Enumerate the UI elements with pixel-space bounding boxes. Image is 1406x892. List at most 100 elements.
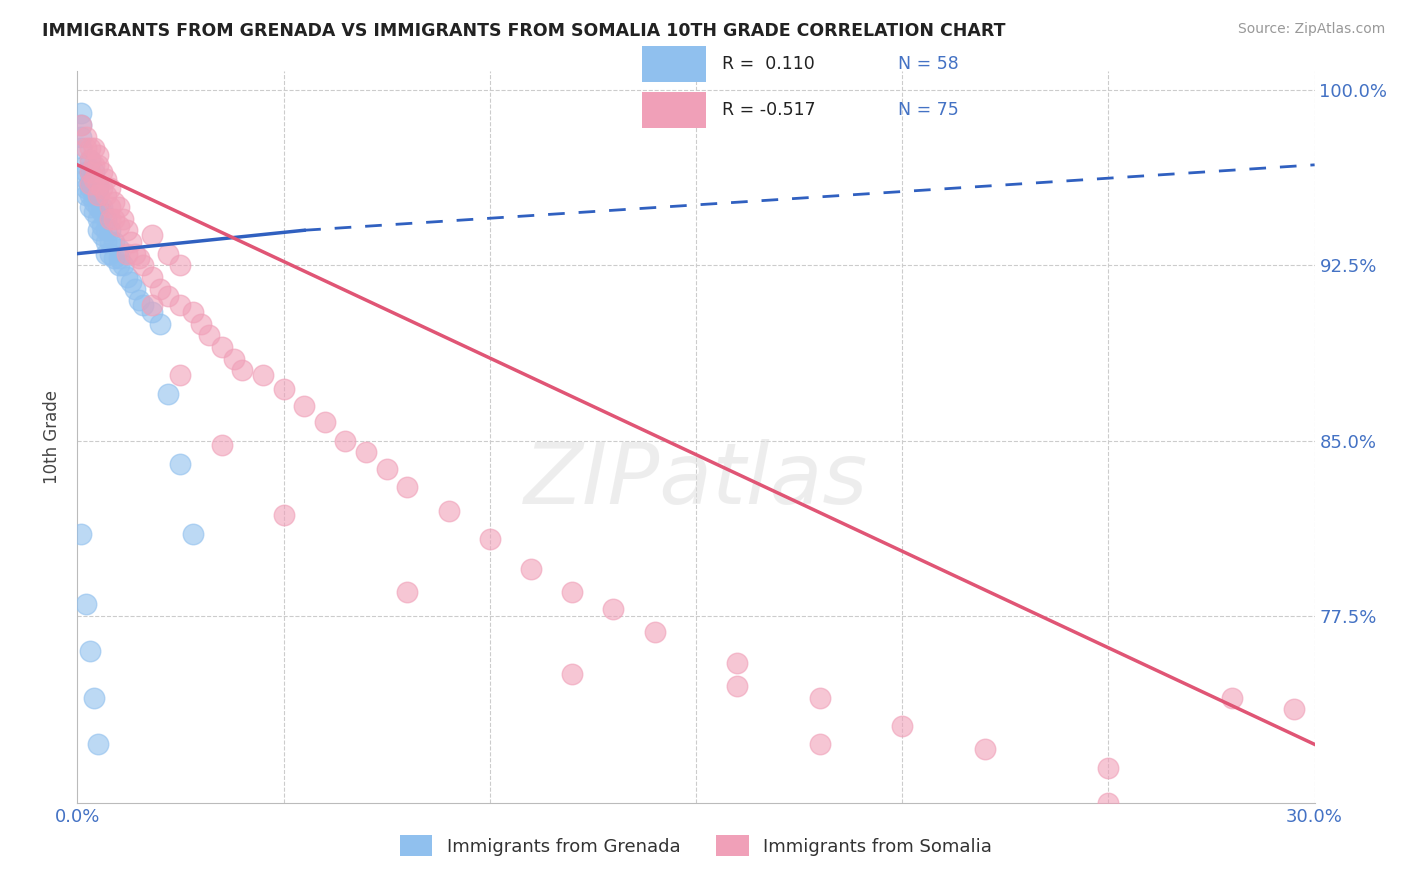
Point [75, 172, 97, 186]
Point [70, 527, 93, 541]
Point [169, 298, 191, 312]
Point [107, 258, 129, 272]
Point [75, 165, 97, 179]
Point [181, 305, 204, 319]
Point [79, 200, 101, 214]
Point [87, 188, 110, 202]
Point [273, 382, 295, 396]
Point [87, 158, 110, 172]
Point [725, 656, 748, 670]
Point [91, 181, 114, 195]
Point [91, 200, 114, 214]
Point [292, 399, 315, 413]
Point [252, 368, 274, 383]
Text: R =  0.110: R = 0.110 [721, 55, 814, 73]
Point [70, 118, 93, 132]
Point [107, 242, 129, 256]
Text: ZIPatlas: ZIPatlas [524, 440, 868, 523]
Point [115, 246, 138, 260]
Point [141, 227, 163, 242]
Point [157, 289, 180, 303]
Point [98, 200, 121, 214]
Point [87, 188, 110, 202]
Point [222, 351, 245, 366]
Point [91, 204, 114, 219]
Text: IMMIGRANTS FROM GRENADA VS IMMIGRANTS FROM SOMALIA 10TH GRADE CORRELATION CHART: IMMIGRANTS FROM GRENADA VS IMMIGRANTS FR… [42, 22, 1005, 40]
Point [1220, 690, 1243, 705]
Legend: Immigrants from Grenada, Immigrants from Somalia: Immigrants from Grenada, Immigrants from… [392, 828, 1000, 863]
Point [79, 165, 101, 179]
Point [70, 129, 93, 144]
Point [335, 434, 357, 448]
Point [91, 227, 114, 242]
Point [75, 181, 97, 195]
Point [561, 667, 583, 681]
Point [314, 415, 336, 429]
Point [1097, 796, 1119, 810]
Point [231, 363, 253, 377]
Point [87, 148, 110, 162]
Point [83, 158, 105, 172]
Point [437, 504, 460, 518]
Point [808, 690, 831, 705]
Point [98, 211, 121, 226]
Point [87, 211, 110, 226]
Point [973, 742, 995, 756]
Point [98, 223, 121, 237]
Point [79, 165, 101, 179]
Point [141, 270, 163, 285]
Point [128, 293, 150, 308]
Point [79, 181, 101, 195]
Point [111, 258, 134, 272]
Point [79, 141, 101, 155]
Y-axis label: 10th Grade: 10th Grade [44, 390, 62, 484]
Point [91, 219, 114, 233]
Point [273, 508, 295, 523]
Point [75, 158, 97, 172]
Point [132, 258, 155, 272]
Point [87, 200, 110, 214]
Bar [641, 92, 706, 128]
Point [87, 181, 110, 195]
Point [520, 562, 543, 576]
Point [808, 738, 831, 752]
Point [107, 219, 129, 233]
Point [132, 298, 155, 312]
Point [211, 340, 233, 354]
Point [602, 602, 624, 616]
Point [103, 235, 125, 249]
Point [124, 246, 146, 260]
Point [83, 690, 105, 705]
Point [83, 204, 105, 219]
Point [98, 235, 121, 249]
Point [115, 270, 138, 285]
Point [190, 317, 212, 331]
Point [120, 275, 142, 289]
Point [75, 188, 97, 202]
Point [98, 181, 121, 195]
Point [96, 211, 118, 226]
Point [149, 282, 172, 296]
Point [75, 597, 97, 611]
Point [83, 188, 105, 202]
Point [211, 438, 233, 452]
Point [107, 252, 129, 266]
Point [87, 177, 110, 191]
Point [83, 177, 105, 191]
Point [96, 172, 118, 186]
Point [79, 153, 101, 168]
Point [157, 246, 180, 260]
Point [128, 252, 150, 266]
Point [157, 387, 180, 401]
Point [396, 480, 419, 494]
Point [79, 153, 101, 168]
Point [91, 165, 114, 179]
Point [103, 195, 125, 210]
Point [96, 246, 118, 260]
Point [396, 585, 419, 599]
Bar [641, 45, 706, 82]
Point [181, 527, 204, 541]
Text: Source: ZipAtlas.com: Source: ZipAtlas.com [1237, 22, 1385, 37]
Point [87, 177, 110, 191]
Point [120, 235, 142, 249]
